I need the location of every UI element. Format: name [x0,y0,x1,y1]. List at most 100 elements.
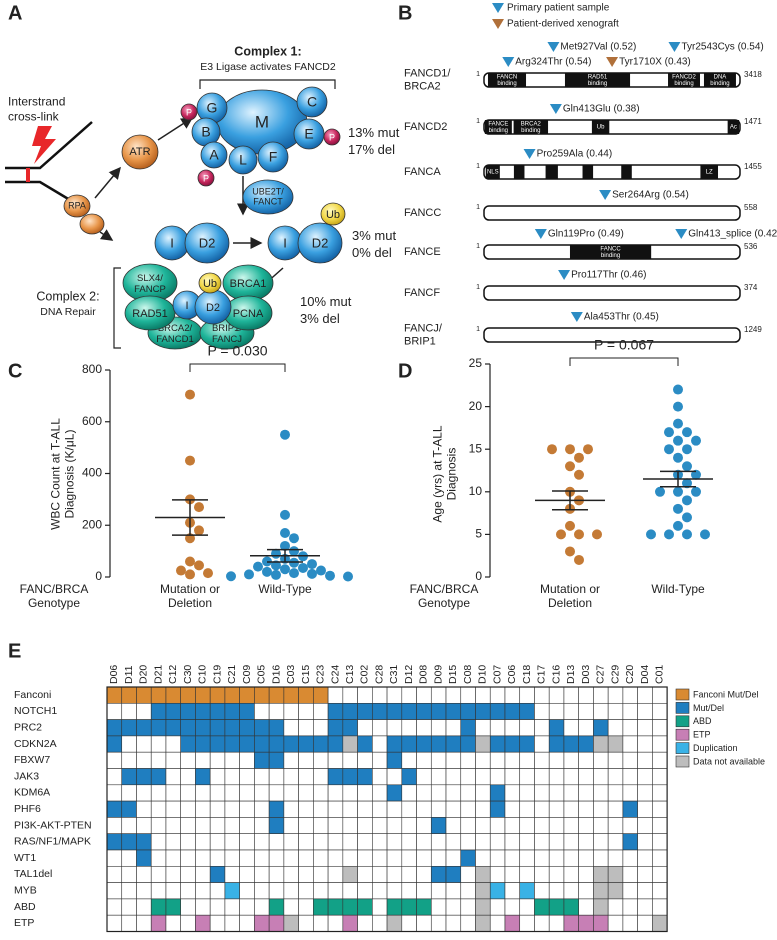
mutation-label: Gln413Glu (0.38) [563,104,640,115]
node-label: FANCJ [212,334,242,345]
data-point [574,529,584,540]
heatmap-cell [342,784,358,802]
protein-node [184,222,230,264]
panel-label: E [8,640,21,662]
legend-swatch [675,702,690,714]
node-label: ATR [129,146,150,158]
heatmap-cell [416,914,432,932]
heatmap-cell [224,719,240,737]
heatmap-cell [607,751,624,769]
heatmap-cell [593,833,609,851]
heatmap-cell [180,849,196,867]
heatmap-cell [386,882,403,900]
heatmap-cell [372,735,388,753]
heatmap-cell [327,735,344,753]
heatmap-cell [534,817,550,835]
heatmap-cell [504,833,521,851]
protein-node [121,134,159,170]
node-label: P [186,107,192,117]
heatmap-cell [607,686,624,704]
heatmap-cell [298,865,314,883]
protein-node [124,295,176,331]
heatmap-cell [534,914,550,932]
domain-label: binding [521,128,540,134]
y-tick-label: 10 [469,484,483,498]
heatmap-cell [165,898,182,916]
heatmap-cell [121,865,137,883]
heatmap-cell [637,751,653,769]
heatmap-cell [342,865,358,883]
protein-start: 1 [476,243,480,250]
domain [513,120,549,134]
heatmap-cell [548,914,565,932]
data-point [289,557,299,568]
data-point [574,469,584,480]
heatmap-cell [622,882,638,900]
node-label: P [329,132,335,142]
heatmap-cell [209,833,226,851]
heatmap-cell [548,784,565,802]
heatmap-cell [607,898,624,916]
heatmap-cell [548,849,565,867]
heatmap-cell [327,751,344,769]
heatmap-cell [401,784,417,802]
y-tick-label: 15 [469,441,483,455]
heatmap-cell [209,817,226,835]
data-point [280,540,290,551]
heatmap-cell [445,735,462,753]
heatmap-cell [504,686,521,704]
heatmap-cell [652,898,668,916]
heatmap-cell [386,702,403,720]
heatmap-cell [342,751,358,769]
heatmap-cell [313,751,329,769]
heatmap-cell [209,768,226,786]
panel-label: B [398,2,412,24]
heatmap-cell [165,882,182,900]
node-label: D2 [312,235,329,250]
heatmap-cell [254,914,270,932]
heatmap-cell [534,686,550,704]
heatmap-cell [652,833,668,851]
sample-label: C24 [329,665,341,684]
heatmap-cell [430,784,447,802]
heatmap-cell [401,735,417,753]
heatmap-cell [254,702,270,720]
heatmap-cell [430,833,447,851]
node-label: G [207,100,218,116]
x-tick-label: Wild-Type [651,582,705,596]
heatmap-cell [489,751,506,769]
node-label: BRCA1 [230,278,267,290]
heatmap-cell [357,817,373,835]
heatmap-cell [401,849,417,867]
domain [700,165,719,179]
data-point [325,570,335,581]
protein-start: 1 [476,118,480,125]
mutation-marker [523,149,536,159]
heatmap-cell [504,882,521,900]
heatmap-cell [209,898,226,916]
heatmap-cell [239,784,255,802]
heatmap-cell [313,735,329,753]
protein-name: FANCJ/ [404,322,443,334]
heatmap-cell [372,865,388,883]
heatmap-cell [637,898,653,916]
heatmap-cell [121,686,137,704]
heatmap-cell [519,784,535,802]
data-point [673,418,683,429]
heatmap-cell [180,833,196,851]
heatmap-cell [357,784,373,802]
heatmap-cell [519,768,535,786]
heatmap-cell [563,686,579,704]
data-point [664,427,674,438]
legend-label: Data not available [693,756,765,766]
heatmap-cell [548,702,565,720]
row-label: FBXW7 [14,754,50,766]
heatmap-cell [622,784,638,802]
heatmap-cell [489,735,506,753]
heatmap-cell [254,784,270,802]
heatmap-cell [504,865,521,883]
heatmap-cell [416,768,432,786]
heatmap-cell [239,751,255,769]
heatmap-cell [578,865,594,883]
heatmap-cell [430,865,447,883]
